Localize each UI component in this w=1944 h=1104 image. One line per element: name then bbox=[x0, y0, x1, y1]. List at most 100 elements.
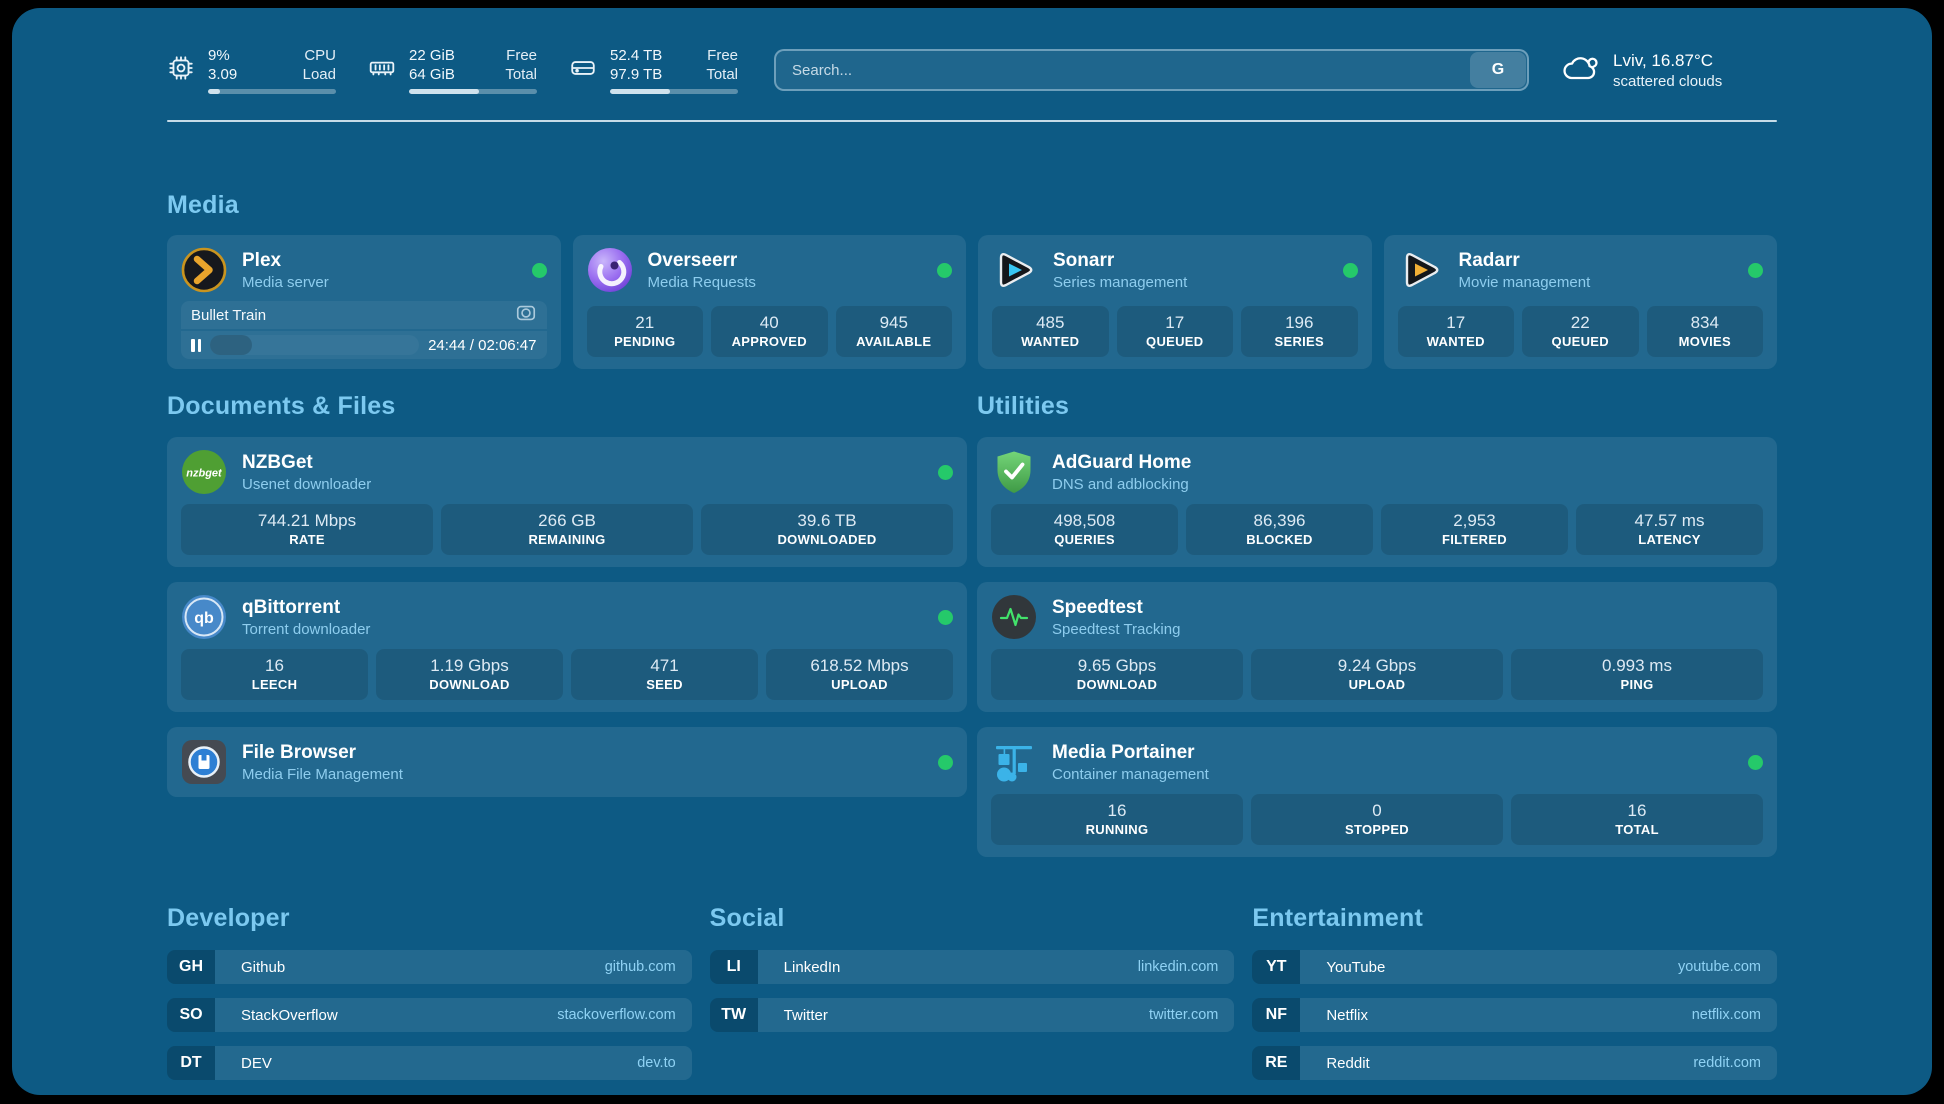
filebrowser-icon bbox=[181, 739, 227, 785]
adguard-icon bbox=[991, 449, 1037, 495]
section-title-entertainment: Entertainment bbox=[1252, 904, 1424, 932]
stat-box: 196 SERIES bbox=[1241, 306, 1358, 357]
card-sonarr[interactable]: Sonarr Series management 485 WANTED 17 Q… bbox=[978, 235, 1372, 369]
app-subtitle: Media Requests bbox=[647, 273, 756, 291]
link-name: Reddit bbox=[1326, 1054, 1370, 1072]
stat-box: 47.57 ms LATENCY bbox=[1576, 504, 1763, 555]
now-playing-widget: Bullet Train 24:44 / 02:06:47 bbox=[181, 301, 547, 359]
stat-value: 22 bbox=[1570, 313, 1590, 332]
stat-label: SERIES bbox=[1274, 334, 1324, 349]
app-subtitle: Movie management bbox=[1458, 273, 1591, 291]
portainer-icon bbox=[991, 739, 1037, 785]
card-plex[interactable]: Plex Media server Bullet Train bbox=[167, 235, 561, 369]
app-name: Media Portainer bbox=[1052, 741, 1195, 763]
stat-value: 16 bbox=[265, 656, 284, 675]
stat-label: STOPPED bbox=[1345, 822, 1409, 837]
qbittorrent-icon: qb bbox=[181, 594, 227, 640]
stat-box: 0.993 ms PING bbox=[1511, 649, 1763, 700]
stat-label: DOWNLOAD bbox=[1076, 677, 1158, 692]
link-dev[interactable]: DT DEV dev.to bbox=[167, 1046, 692, 1080]
link-stackoverflow[interactable]: SO StackOverflow stackoverflow.com bbox=[167, 998, 692, 1032]
app-name: Plex bbox=[242, 249, 282, 271]
status-online-dot bbox=[938, 754, 953, 770]
pause-button[interactable] bbox=[191, 338, 201, 352]
disk-stat-widget: 52.4 TB 97.9 TB Free Total bbox=[569, 46, 738, 94]
section-title-developer: Developer bbox=[167, 904, 290, 932]
stat-value: 86,396 bbox=[1253, 511, 1306, 530]
link-twitter[interactable]: TW Twitter twitter.com bbox=[709, 998, 1235, 1032]
header-divider bbox=[167, 120, 1777, 122]
app-subtitle: DNS and adblocking bbox=[1052, 475, 1189, 493]
radarr-icon bbox=[1398, 247, 1444, 293]
link-name: DEV bbox=[241, 1054, 272, 1072]
status-online-dot bbox=[1748, 262, 1763, 278]
disk-progress-bar bbox=[610, 89, 738, 94]
search-engine-button[interactable]: G bbox=[1470, 52, 1526, 88]
cpu-load-value: 3.09 bbox=[208, 66, 238, 83]
sonarr-icon bbox=[992, 247, 1038, 293]
stat-box: 16 LEECH bbox=[181, 649, 368, 700]
stat-value: 21 bbox=[635, 313, 655, 332]
memory-icon bbox=[368, 54, 396, 87]
link-domain: reddit.com bbox=[1693, 1055, 1762, 1071]
disk-free-value: 52.4 TB bbox=[610, 47, 663, 64]
card-speedtest[interactable]: Speedtest Speedtest Tracking 9.65 Gbps D… bbox=[977, 582, 1777, 712]
stat-value: 471 bbox=[650, 656, 679, 675]
link-domain: linkedin.com bbox=[1137, 959, 1219, 975]
app-subtitle: Speedtest Tracking bbox=[1052, 620, 1181, 638]
app-name: File Browser bbox=[242, 741, 357, 763]
link-name: YouTube bbox=[1326, 958, 1386, 976]
status-online-dot bbox=[1748, 754, 1763, 770]
app-name: Sonarr bbox=[1053, 249, 1115, 271]
link-reddit[interactable]: RE Reddit reddit.com bbox=[1252, 1046, 1778, 1080]
link-linkedin[interactable]: LI LinkedIn linkedin.com bbox=[709, 950, 1235, 984]
stat-value: 0 bbox=[1372, 801, 1382, 820]
stat-box: 21 PENDING bbox=[586, 306, 703, 357]
link-abbr: DT bbox=[167, 1046, 215, 1080]
stat-box: 834 MOVIES bbox=[1646, 306, 1763, 357]
stat-value: 47.57 ms bbox=[1634, 511, 1705, 530]
stat-value: 40 bbox=[759, 313, 779, 332]
stat-value: 196 bbox=[1285, 313, 1314, 332]
card-nzbget[interactable]: nzbget NZBGet Usenet downloader 744.21 M… bbox=[167, 437, 967, 567]
stat-value: 498,508 bbox=[1053, 511, 1116, 530]
stat-box: 40 APPROVED bbox=[711, 306, 828, 357]
nzbget-icon: nzbget bbox=[181, 449, 227, 495]
stat-box: 22 QUEUED bbox=[1522, 306, 1639, 357]
app-subtitle: Series management bbox=[1053, 273, 1188, 291]
search-bar: G bbox=[774, 49, 1529, 91]
card-adguard[interactable]: AdGuard Home DNS and adblocking 498,508 … bbox=[977, 437, 1777, 567]
now-playing-title: Bullet Train bbox=[191, 306, 267, 324]
link-github[interactable]: GH Github github.com bbox=[167, 950, 692, 984]
status-online-dot bbox=[1342, 262, 1358, 278]
status-online-dot bbox=[938, 464, 953, 480]
link-name: LinkedIn bbox=[783, 958, 841, 976]
card-radarr[interactable]: Radarr Movie management 17 WANTED 22 QUE… bbox=[1383, 235, 1777, 369]
card-filebrowser[interactable]: File Browser Media File Management bbox=[167, 727, 967, 797]
stat-box: 485 WANTED bbox=[992, 306, 1109, 357]
disk-icon bbox=[569, 54, 597, 87]
link-domain: stackoverflow.com bbox=[557, 1007, 676, 1023]
link-abbr: YT bbox=[1252, 950, 1301, 984]
stat-label: BLOCKED bbox=[1246, 532, 1313, 547]
search-input[interactable] bbox=[774, 49, 1529, 91]
cpu-load-label: Load bbox=[302, 66, 336, 83]
memory-free-value: 22 GiB bbox=[409, 47, 455, 64]
card-qbittorrent[interactable]: qb qBittorrent Torrent downloader 16 LEE… bbox=[167, 582, 967, 712]
stat-box: 1.19 Gbps DOWNLOAD bbox=[376, 649, 563, 700]
link-name: Github bbox=[241, 958, 286, 976]
card-overseerr[interactable]: Overseerr Media Requests 21 PENDING 40 A… bbox=[572, 235, 966, 369]
app-name: Radarr bbox=[1458, 249, 1520, 271]
stat-box: 39.6 TB DOWNLOADED bbox=[701, 504, 953, 555]
disk-total-label: Total bbox=[706, 66, 738, 83]
card-portainer[interactable]: Media Portainer Container management 16 … bbox=[977, 727, 1777, 857]
stat-label: PENDING bbox=[614, 334, 676, 349]
app-subtitle: Usenet downloader bbox=[242, 475, 372, 493]
link-netflix[interactable]: NF Netflix netflix.com bbox=[1252, 998, 1778, 1032]
link-youtube[interactable]: YT YouTube youtube.com bbox=[1252, 950, 1778, 984]
status-online-dot bbox=[938, 609, 953, 625]
stat-value: 618.52 Mbps bbox=[810, 656, 909, 675]
section-title-media: Media bbox=[167, 191, 239, 219]
section-title-documents: Documents & Files bbox=[167, 392, 396, 420]
stat-value: 9.24 Gbps bbox=[1337, 656, 1417, 675]
